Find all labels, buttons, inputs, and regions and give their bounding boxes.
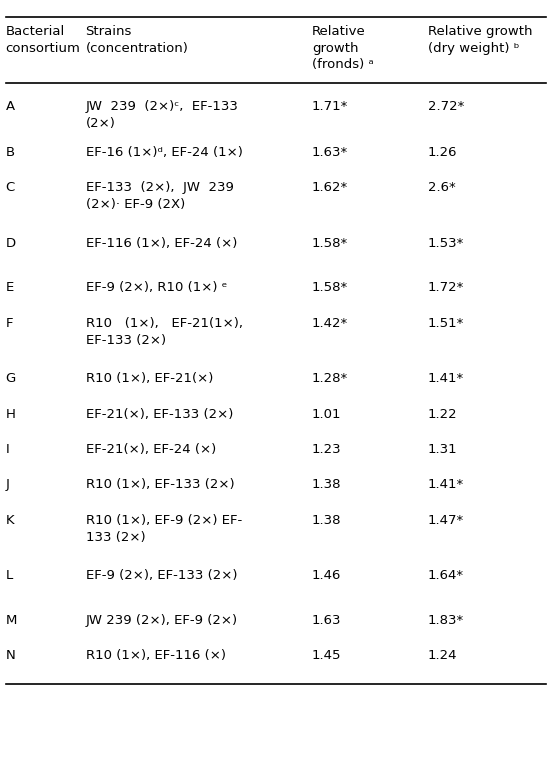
Text: 2.72*: 2.72* <box>428 100 464 113</box>
Text: EF-133  (2×),  JW  239: EF-133 (2×), JW 239 <box>86 181 234 195</box>
Text: 2.6*: 2.6* <box>428 181 456 195</box>
Text: 1.41*: 1.41* <box>428 478 464 491</box>
Text: EF-21(×), EF-24 (×): EF-21(×), EF-24 (×) <box>86 443 216 456</box>
Text: R10 (1×), EF-21(×): R10 (1×), EF-21(×) <box>86 372 213 385</box>
Text: G: G <box>6 372 16 385</box>
Text: 1.26: 1.26 <box>428 146 457 159</box>
Text: 1.72*: 1.72* <box>428 281 464 295</box>
Text: EF-16 (1×)ᵈ, EF-24 (1×): EF-16 (1×)ᵈ, EF-24 (1×) <box>86 146 243 159</box>
Text: 1.63: 1.63 <box>312 614 342 627</box>
Text: EF-9 (2×), R10 (1×) ᵉ: EF-9 (2×), R10 (1×) ᵉ <box>86 281 227 295</box>
Text: Strains: Strains <box>86 25 132 38</box>
Text: M: M <box>6 614 17 627</box>
Text: (2×)· EF-9 (2X): (2×)· EF-9 (2X) <box>86 198 185 211</box>
Text: EF-9 (2×), EF-133 (2×): EF-9 (2×), EF-133 (2×) <box>86 569 237 582</box>
Text: N: N <box>6 649 15 662</box>
Text: B: B <box>6 146 15 159</box>
Text: growth: growth <box>312 42 358 55</box>
Text: 1.58*: 1.58* <box>312 281 348 295</box>
Text: EF-116 (1×), EF-24 (×): EF-116 (1×), EF-24 (×) <box>86 237 237 250</box>
Text: F: F <box>6 317 13 330</box>
Text: 1.53*: 1.53* <box>428 237 464 250</box>
Text: (dry weight) ᵇ: (dry weight) ᵇ <box>428 42 519 55</box>
Text: 1.31: 1.31 <box>428 443 457 456</box>
Text: consortium: consortium <box>6 42 80 55</box>
Text: 1.24: 1.24 <box>428 649 457 662</box>
Text: 1.41*: 1.41* <box>428 372 464 385</box>
Text: Bacterial: Bacterial <box>6 25 65 38</box>
Text: 1.01: 1.01 <box>312 408 342 421</box>
Text: (2×): (2×) <box>86 117 115 130</box>
Text: Relative growth: Relative growth <box>428 25 532 38</box>
Text: 1.64*: 1.64* <box>428 569 464 582</box>
Text: L: L <box>6 569 13 582</box>
Text: (concentration): (concentration) <box>86 42 188 55</box>
Text: 1.23: 1.23 <box>312 443 342 456</box>
Text: 1.46: 1.46 <box>312 569 341 582</box>
Text: R10 (1×), EF-9 (2×) EF-: R10 (1×), EF-9 (2×) EF- <box>86 514 242 527</box>
Text: K: K <box>6 514 14 527</box>
Text: 1.83*: 1.83* <box>428 614 464 627</box>
Text: 1.63*: 1.63* <box>312 146 348 159</box>
Text: 1.45: 1.45 <box>312 649 342 662</box>
Text: 1.58*: 1.58* <box>312 237 348 250</box>
Text: A: A <box>6 100 15 113</box>
Text: 1.38: 1.38 <box>312 478 342 491</box>
Text: JW  239  (2×)ᶜ,  EF-133: JW 239 (2×)ᶜ, EF-133 <box>86 100 239 113</box>
Text: H: H <box>6 408 16 421</box>
Text: 1.42*: 1.42* <box>312 317 348 330</box>
Text: 133 (2×): 133 (2×) <box>86 531 145 544</box>
Text: 1.28*: 1.28* <box>312 372 348 385</box>
Text: R10   (1×),   EF-21(1×),: R10 (1×), EF-21(1×), <box>86 317 243 330</box>
Text: JW 239 (2×), EF-9 (2×): JW 239 (2×), EF-9 (2×) <box>86 614 238 627</box>
Text: I: I <box>6 443 10 456</box>
Text: 1.38: 1.38 <box>312 514 342 527</box>
Text: 1.71*: 1.71* <box>312 100 348 113</box>
Text: J: J <box>6 478 10 491</box>
Text: E: E <box>6 281 14 295</box>
Text: 1.51*: 1.51* <box>428 317 464 330</box>
Text: R10 (1×), EF-116 (×): R10 (1×), EF-116 (×) <box>86 649 225 662</box>
Text: Relative: Relative <box>312 25 366 38</box>
Text: EF-133 (2×): EF-133 (2×) <box>86 334 165 347</box>
Text: (fronds) ᵃ: (fronds) ᵃ <box>312 58 373 72</box>
Text: R10 (1×), EF-133 (2×): R10 (1×), EF-133 (2×) <box>86 478 234 491</box>
Text: 1.62*: 1.62* <box>312 181 348 195</box>
Text: 1.47*: 1.47* <box>428 514 464 527</box>
Text: 1.22: 1.22 <box>428 408 457 421</box>
Text: EF-21(×), EF-133 (2×): EF-21(×), EF-133 (2×) <box>86 408 233 421</box>
Text: D: D <box>6 237 16 250</box>
Text: C: C <box>6 181 15 195</box>
